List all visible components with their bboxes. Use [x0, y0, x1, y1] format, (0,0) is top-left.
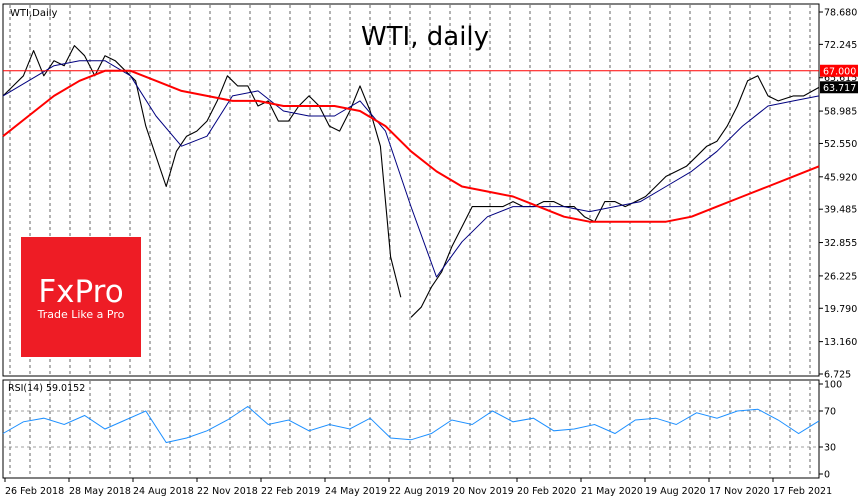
fxpro-tagline: Trade Like a Pro — [37, 308, 125, 321]
fxpro-logo-text: FxPro — [38, 274, 123, 310]
x-tick-label: 22 Nov 2018 — [197, 486, 258, 497]
price-y-tick-label: 19.790 — [824, 304, 857, 315]
x-tick-label: 24 May 2019 — [325, 486, 387, 497]
rsi-line — [2, 405, 820, 444]
x-tick-label: 20 Feb 2020 — [517, 486, 576, 497]
price-y-tick-label: 65.615 — [824, 73, 857, 84]
price-level-tag — [820, 64, 858, 77]
price-y-tick-label: 26.225 — [824, 271, 857, 282]
chart-title: WTI, daily — [361, 22, 489, 52]
price-level-label: 67.000 — [823, 66, 856, 77]
series-ma-slow — [2, 69, 820, 223]
x-tick-label: 20 Nov 2019 — [453, 486, 514, 497]
rsi-series — [2, 405, 820, 444]
x-axis: 26 Feb 2018 28 May 2018 24 Aug 2018 22 Nov … — [4, 478, 832, 497]
fxpro-logo-box — [21, 237, 141, 357]
series-ma-fast — [2, 60, 820, 278]
fxpro-logo: FxPro Trade Like a Pro — [21, 237, 141, 357]
rsi-y-tick-label: 100 — [824, 380, 842, 391]
last-price-label: 63.717 — [823, 83, 856, 94]
x-tick-label: 17 Nov 2020 — [709, 486, 770, 497]
symbol-label: WTI,Daily — [10, 8, 58, 19]
last-price-tag — [820, 81, 858, 94]
rsi-y-tick-label: 30 — [824, 443, 836, 454]
rsi-panel: 0 30 70 100 RSI(14) 59.0152 — [2, 379, 842, 481]
series-price — [410, 75, 820, 318]
price-y-tick-label: 6.725 — [824, 370, 851, 381]
price-y-tick-label: 78.680 — [824, 8, 857, 19]
x-tick-label: 24 Aug 2018 — [133, 486, 194, 497]
price-y-tick-label: 32.855 — [824, 238, 857, 249]
rsi-label: RSI(14) 59.0152 — [8, 383, 85, 394]
rsi-panel-frame — [2, 379, 820, 479]
price-y-tick-label: 72.245 — [824, 40, 857, 51]
price-y-tick-label: 39.485 — [824, 205, 857, 216]
rsi-y-tick-label: 0 — [824, 470, 830, 481]
price-series — [2, 45, 820, 318]
rsi-y-tick-label: 70 — [824, 407, 836, 418]
x-tick-label: 28 May 2018 — [69, 486, 131, 497]
price-y-tick-label: 45.920 — [824, 172, 857, 183]
rsi-y-axis: 0 30 70 100 — [819, 380, 842, 481]
price-y-tick-label: 58.985 — [824, 107, 857, 118]
x-tick-label: 17 Feb 2021 — [773, 486, 832, 497]
series-price — [2, 45, 402, 298]
x-tick-label: 22 Aug 2019 — [389, 486, 450, 497]
x-tick-label: 26 Feb 2018 — [5, 486, 64, 497]
x-tick-label: 22 Feb 2019 — [261, 486, 320, 497]
price-y-axis: 6.725 13.160 19.790 26.225 32.855 39.485 45.92… — [819, 8, 857, 381]
x-tick-label: 21 May 2020 — [581, 486, 643, 497]
price-y-tick-label: 13.160 — [824, 337, 857, 348]
x-tick-label: 19 Aug 2020 — [645, 486, 706, 497]
price-levels: 67.000 63.717 — [3, 64, 858, 94]
price-y-tick-label: 52.550 — [824, 139, 857, 150]
